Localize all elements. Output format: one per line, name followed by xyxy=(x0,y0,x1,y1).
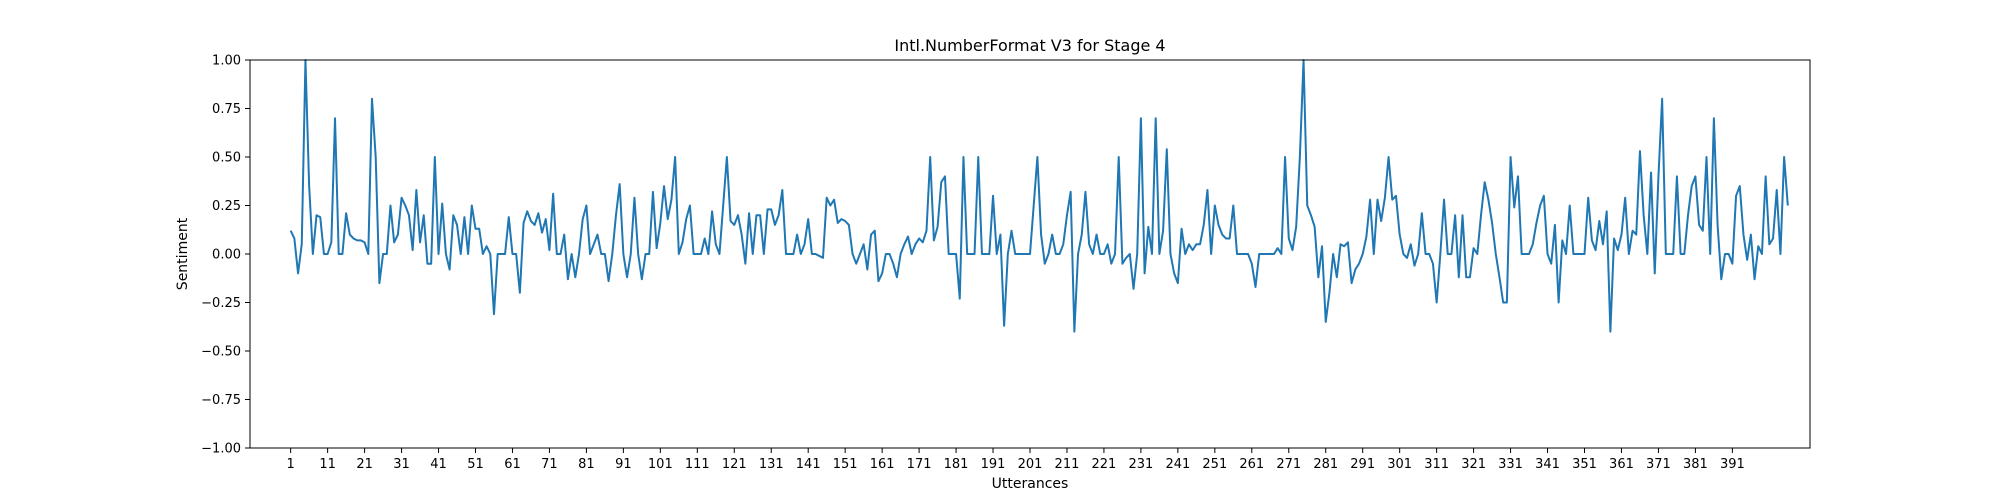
x-tick-label: 191 xyxy=(981,457,1006,472)
x-tick-label: 221 xyxy=(1092,457,1117,472)
x-tick-label: 361 xyxy=(1609,457,1634,472)
x-tick-label: 81 xyxy=(578,457,595,472)
y-tick-label: 0.25 xyxy=(212,199,241,214)
x-tick-label: 381 xyxy=(1683,457,1708,472)
x-axis: 1 11 21 31 41 51 61 71 81 91 101 111 121 131 141 151 161… xyxy=(287,448,1745,472)
x-tick-label: 321 xyxy=(1461,457,1486,472)
x-tick-label: 11 xyxy=(319,457,336,472)
x-tick-label: 181 xyxy=(944,457,969,472)
y-tick-label: 0.50 xyxy=(212,151,241,166)
plot-frame xyxy=(249,59,1811,449)
x-tick-label: 21 xyxy=(356,457,373,472)
x-tick-label: 111 xyxy=(685,457,710,472)
x-tick-label: 71 xyxy=(541,457,558,472)
x-tick-label: 311 xyxy=(1424,457,1449,472)
x-tick-label: 251 xyxy=(1202,457,1227,472)
x-tick-label: 101 xyxy=(648,457,673,472)
x-tick-label: 281 xyxy=(1313,457,1338,472)
x-tick-label: 211 xyxy=(1055,457,1080,472)
x-tick-label: 121 xyxy=(722,457,747,472)
x-tick-label: 91 xyxy=(615,457,632,472)
x-tick-label: 271 xyxy=(1276,457,1301,472)
x-tick-label: 131 xyxy=(759,457,784,472)
chart-title: Intl.NumberFormat V3 for Stage 4 xyxy=(894,36,1165,55)
y-tick-label: 0.75 xyxy=(212,102,241,117)
x-tick-label: 41 xyxy=(430,457,447,472)
x-tick-label: 371 xyxy=(1646,457,1671,472)
x-tick-label: 141 xyxy=(796,457,821,472)
x-tick-label: 331 xyxy=(1498,457,1523,472)
x-tick-label: 231 xyxy=(1128,457,1153,472)
x-tick-label: 51 xyxy=(467,457,484,472)
x-axis-label: Utterances xyxy=(992,476,1069,492)
x-tick-label: 31 xyxy=(393,457,410,472)
x-tick-label: 201 xyxy=(1018,457,1043,472)
x-tick-label: 291 xyxy=(1350,457,1375,472)
series-line xyxy=(289,59,1789,333)
x-tick-label: 61 xyxy=(504,457,521,472)
y-tick-label: 1.00 xyxy=(212,54,241,69)
y-axis: −1.00 −0.75 −0.50 −0.25 0.00 0.25 0.50 0.75 1.00 xyxy=(201,54,250,457)
y-axis-label: Sentiment xyxy=(175,217,191,290)
x-tick-label: 351 xyxy=(1572,457,1597,472)
y-tick-label: 0.00 xyxy=(212,248,241,263)
x-tick-label: 341 xyxy=(1535,457,1560,472)
y-tick-label: −0.25 xyxy=(201,296,241,311)
x-tick-label: 1 xyxy=(287,457,295,472)
x-tick-label: 261 xyxy=(1239,457,1264,472)
y-tick-label: −1.00 xyxy=(201,442,241,457)
x-tick-label: 171 xyxy=(907,457,932,472)
x-tick-label: 301 xyxy=(1387,457,1412,472)
x-tick-label: 241 xyxy=(1165,457,1190,472)
x-tick-label: 151 xyxy=(833,457,858,472)
x-tick-label: 391 xyxy=(1720,457,1745,472)
y-tick-label: −0.50 xyxy=(201,345,241,360)
x-tick-label: 161 xyxy=(870,457,895,472)
y-tick-label: −0.75 xyxy=(201,393,241,408)
